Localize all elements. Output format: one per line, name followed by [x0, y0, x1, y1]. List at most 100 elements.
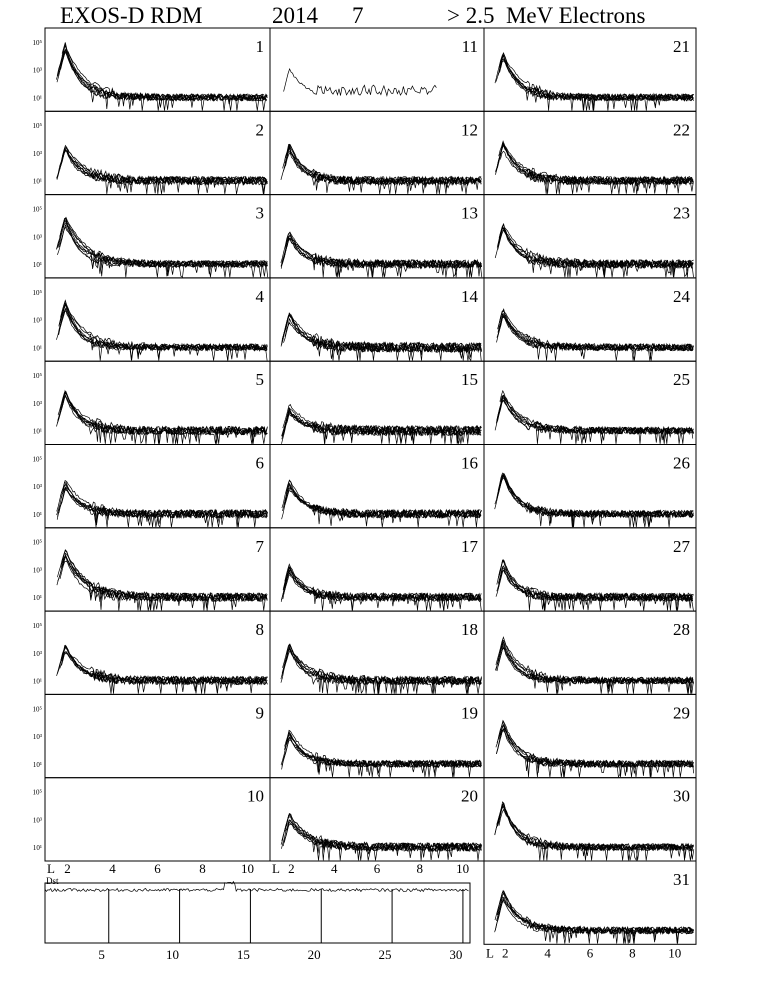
y-tick-label: 10⁵: [33, 622, 43, 630]
flux-curve: [281, 568, 481, 609]
panel-day-31: 31: [483, 860, 697, 945]
flux-curve: [494, 227, 693, 278]
flux-curve: [62, 149, 268, 194]
y-tick-label: 10¹: [33, 594, 42, 602]
panel-day-21: 21: [483, 27, 697, 112]
flux-curve: [58, 303, 268, 361]
panel-day-6: 6 10⁵ 10³ 10¹: [33, 444, 271, 529]
x-tick-label: 4: [331, 861, 338, 876]
dst-panel: Dst 5 10 15 20 25 30: [44, 876, 471, 962]
y-tick-label: 10³: [33, 650, 42, 658]
panel-day-label: 2: [256, 120, 265, 139]
flux-curve: [61, 147, 267, 194]
flux-curve: [286, 818, 482, 853]
flux-curve: [495, 144, 693, 194]
flux-curve: [498, 140, 694, 194]
flux-curve: [60, 51, 268, 111]
flux-curve: [285, 482, 482, 528]
flux-curve: [281, 314, 482, 362]
flux-curve: [496, 394, 694, 444]
flux-curve: [498, 723, 694, 778]
flux-curve: [283, 566, 482, 611]
flux-curve: [60, 479, 267, 528]
flux-curve: [496, 474, 694, 528]
flux-curve: [280, 231, 482, 278]
flux-curve: [58, 311, 267, 360]
y-tick-label: 10¹: [33, 428, 42, 436]
panel-day-label: 28: [673, 620, 690, 639]
panel-day-label: 9: [256, 703, 265, 722]
flux-curve: [496, 801, 693, 861]
flux-curve: [496, 474, 694, 528]
flux-curve: [284, 313, 482, 361]
y-tick-label: 10³: [33, 67, 42, 75]
flux-curve: [59, 217, 269, 278]
figure-month: 7: [352, 3, 364, 28]
flux-curve: [56, 556, 267, 610]
flux-curve: [282, 485, 483, 521]
flux-curve: [57, 487, 268, 529]
flux-curve: [500, 647, 695, 694]
dst-day-tick-label: 25: [379, 947, 392, 962]
flux-curve: [60, 303, 268, 360]
flux-curve: [500, 729, 695, 778]
flux-curve: [497, 144, 694, 193]
flux-curve: [61, 389, 267, 444]
panel-day-label: 3: [256, 204, 265, 223]
panel-day-4: 4 10⁵ 10³ 10¹: [33, 277, 271, 362]
panel-day-label: 15: [461, 370, 478, 389]
panel-day-27: 27: [483, 527, 697, 612]
figure-year: 2014: [272, 3, 318, 28]
x-tick-label: 8: [629, 945, 636, 960]
y-tick-label: 10⁵: [33, 289, 43, 297]
flux-curve: [61, 651, 267, 694]
flux-curve: [56, 148, 267, 194]
flux-curve: [495, 640, 694, 694]
flux-curve: [282, 146, 482, 193]
flux-curve: [494, 802, 694, 859]
y-tick-label: 10³: [33, 400, 42, 408]
flux-curve: [286, 643, 482, 694]
panel-day-29: 29: [483, 693, 697, 779]
flux-curve: [61, 645, 267, 694]
flux-curve: [499, 142, 693, 194]
y-tick-label: 10⁵: [33, 122, 43, 130]
flux-curve: [497, 309, 694, 361]
dst-curve: [44, 880, 469, 893]
y-tick-label: 10¹: [33, 761, 42, 769]
flux-curve: [499, 54, 693, 111]
panel-day-label: 10: [247, 787, 264, 806]
flux-curve: [497, 559, 693, 611]
x-tick-label: 10: [668, 945, 681, 960]
flux-curve: [499, 725, 693, 778]
panel-day-23: 23: [483, 194, 697, 279]
flux-curve: [497, 897, 694, 944]
flux-curve: [58, 223, 268, 278]
x-axis-label: L: [486, 945, 494, 960]
y-tick-label: 10¹: [33, 94, 42, 102]
flux-curve: [495, 727, 694, 777]
panel-day-20: 20: [269, 777, 485, 862]
y-tick-label: 10³: [33, 566, 42, 574]
panel-day-label: 5: [256, 370, 265, 389]
panel-day-label: 14: [461, 287, 479, 306]
y-tick-label: 10¹: [33, 344, 42, 352]
flux-curve: [496, 474, 694, 528]
panel-day-22: 22: [483, 110, 697, 196]
flux-curve: [285, 648, 482, 694]
flux-curve: [495, 143, 694, 194]
flux-curve: [282, 409, 482, 444]
flux-curve: [282, 144, 481, 194]
flux-curve: [281, 479, 482, 528]
flux-curve: [282, 403, 481, 444]
flux-curve: [281, 646, 482, 694]
panel-day-label: 13: [461, 204, 478, 223]
panel-day-label: 22: [673, 120, 690, 139]
panel-frame: [44, 693, 271, 779]
dst-day-tick-label: 20: [308, 947, 321, 962]
x-tick-label: 10: [241, 861, 254, 876]
y-tick-label: 10⁵: [33, 789, 43, 797]
flux-curve: [284, 317, 482, 361]
panel-day-1: 1 10⁵ 10³ 10¹: [33, 27, 271, 112]
flux-curve: [497, 313, 694, 361]
